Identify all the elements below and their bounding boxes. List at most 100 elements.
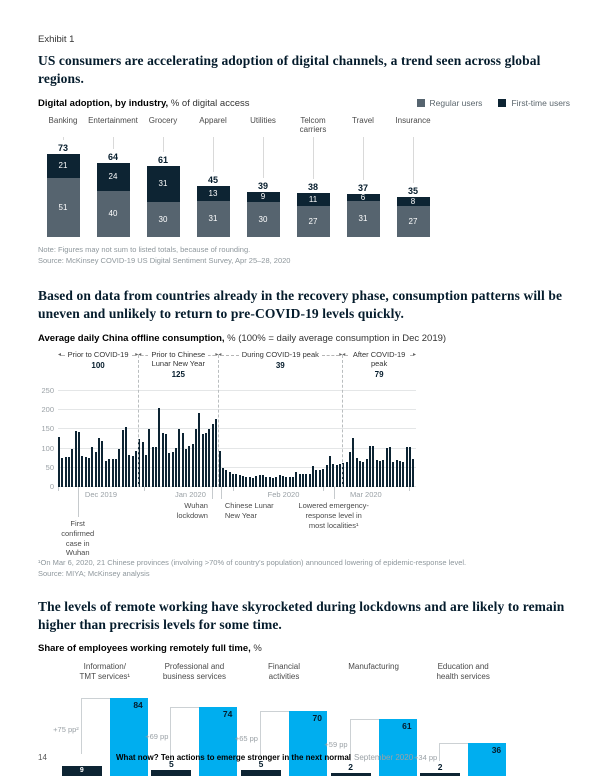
chart1-column: Banking 73 21 51 <box>38 116 88 237</box>
month-label: Mar 2020 <box>350 490 382 499</box>
category-label: Professional and business services <box>162 662 226 681</box>
daily-bar <box>175 448 178 487</box>
group-plot: 5 74 +69 pp <box>145 688 238 776</box>
legend-label: Regular users <box>429 97 483 108</box>
pre-value-label: 9 <box>79 767 84 775</box>
daily-bar <box>91 447 94 487</box>
regular-segment: 40 <box>96 190 130 237</box>
chart1-subtitle: Digital adoption, by industry, % of digi… <box>38 98 250 109</box>
daily-bar <box>379 461 381 487</box>
daily-bar <box>165 434 167 487</box>
daily-bar <box>332 464 335 487</box>
bar-column: 37 6 31 <box>346 136 380 237</box>
chart2-subtitle-row: Average daily China offline consumption,… <box>38 333 570 344</box>
daily-bar <box>111 459 114 487</box>
bracket-vertical-line <box>170 707 172 759</box>
phase-header: ◂ Prior to Chinese Lunar New Year ▸ 125 <box>138 350 219 391</box>
daily-bar <box>358 461 361 487</box>
daily-bar <box>215 419 218 487</box>
daily-bar <box>265 477 268 487</box>
section2-heading: Based on data from countries already in … <box>38 288 563 322</box>
dashed-line <box>208 355 216 356</box>
phase-separator <box>218 355 220 487</box>
phase-value: 125 <box>171 369 185 379</box>
right-arrow-icon: ▸ <box>135 352 139 358</box>
daily-bar <box>382 460 385 487</box>
category-label: Entertainment <box>88 115 138 125</box>
phase-arrow-line: ◂ Prior to Chinese Lunar New Year ▸ <box>138 350 219 369</box>
dashed-line <box>61 355 65 356</box>
pre-covid-bar <box>420 773 461 776</box>
phase-header: ◂ After COVID-19 peak ▸ 79 <box>342 350 416 391</box>
bar-column: 45 13 31 <box>196 136 230 237</box>
pre-covid-bar <box>61 766 102 776</box>
footer-date: September 2020 <box>354 753 414 762</box>
daily-bar <box>412 459 415 487</box>
category-label: Insurance <box>395 115 431 125</box>
delta-label: +65 pp <box>234 733 258 743</box>
daily-bar <box>68 457 71 487</box>
daily-bar <box>168 453 171 487</box>
daily-bars <box>58 391 416 487</box>
daily-bar <box>121 430 124 487</box>
chart-digital-adoption: Banking 73 21 51 Entertainment 64 24 40 Grocery 6… <box>38 116 438 237</box>
chart2-footnote: ¹On Mar 6, 2020, 21 Chinese provinces (i… <box>38 558 467 567</box>
daily-bar <box>131 456 134 487</box>
daily-bar <box>365 459 368 487</box>
daily-bar <box>58 437 60 487</box>
daily-bar <box>315 470 318 487</box>
legend-swatch <box>498 98 507 107</box>
chart3-group: Professional and business services 5 74 +69… <box>145 662 240 776</box>
regular-segment: 51 <box>46 177 80 237</box>
category-label: Grocery <box>148 115 178 125</box>
daily-bar <box>258 475 261 487</box>
daily-bar <box>74 431 77 487</box>
phase-separator <box>342 355 344 487</box>
daily-bar <box>389 447 392 487</box>
post-value-label: 70 <box>312 713 322 724</box>
phase-label: After COVID-19 peak <box>352 350 406 368</box>
phase-value: 39 <box>275 361 285 370</box>
daily-bar <box>108 459 111 487</box>
right-arrow-icon: ▸ <box>215 352 219 358</box>
chart1-subtitle-bold: Digital adoption, by industry, <box>38 97 169 109</box>
total-label: 37 <box>357 182 368 193</box>
regular-segment: 31 <box>196 200 230 237</box>
dashed-line <box>141 355 149 356</box>
chart1-subtitle-row: Digital adoption, by industry, % of digi… <box>38 98 570 109</box>
phase-label: During COVID-19 peak <box>241 350 319 359</box>
daily-bar <box>114 459 117 487</box>
total-label: 73 <box>57 142 68 153</box>
bar-column: 64 24 40 <box>96 136 130 237</box>
group-plot: 5 70 +65 pp <box>235 688 327 776</box>
stacked-bar: 11 27 <box>296 192 330 237</box>
daily-bar <box>144 455 147 487</box>
daily-bar <box>278 475 281 487</box>
chart1-column: Insurance 35 8 27 <box>388 116 438 237</box>
phase-arrow-line: ◂ Prior to COVID-19 ▸ <box>58 350 139 360</box>
left-arrow-icon: ◂ <box>218 352 222 358</box>
daily-bar <box>372 446 375 487</box>
stacked-bar: 8 27 <box>396 196 430 237</box>
regular-segment: 30 <box>146 201 180 237</box>
daily-bar <box>285 477 288 487</box>
first-time-segment: 11 <box>296 192 330 206</box>
daily-bar <box>118 449 121 487</box>
daily-bar <box>348 452 351 487</box>
daily-bar <box>231 474 234 487</box>
bar-column: 61 31 30 <box>146 136 180 237</box>
chart2-phase-headers: ◂ Prior to COVID-19 ▸ 100 ◂ Prior to Chinese … <box>58 350 416 391</box>
daily-bar <box>221 468 224 487</box>
daily-bar <box>64 457 67 487</box>
daily-bar <box>275 477 278 487</box>
bracket-vertical-line <box>349 719 351 762</box>
bracket-vertical-line <box>80 698 82 755</box>
leader-line <box>412 136 414 183</box>
total-label: 64 <box>107 151 118 162</box>
first-time-segment: 13 <box>196 185 230 201</box>
chart1-source: Source: McKinsey COVID-19 US Digital Sen… <box>38 255 291 265</box>
daily-bar <box>355 458 358 487</box>
right-arrow-icon: ▸ <box>412 352 416 358</box>
phase-arrow-line: ◂ After COVID-19 peak ▸ <box>342 350 416 369</box>
leader-line <box>162 136 164 152</box>
